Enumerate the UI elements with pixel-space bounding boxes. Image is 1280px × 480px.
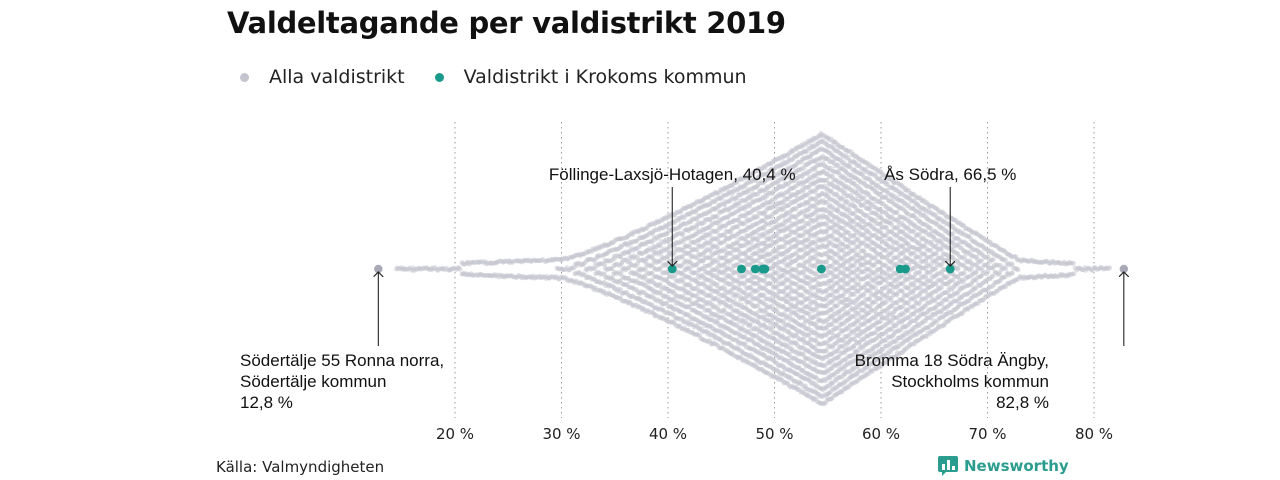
- district-point: [762, 233, 767, 239]
- district-point: [457, 266, 463, 272]
- district-point: [715, 213, 720, 219]
- legend-label-krokom: Valdistrikt i Krokoms kommun: [463, 66, 747, 88]
- district-point: [672, 273, 678, 279]
- district-point: [618, 287, 624, 293]
- district-point: [722, 262, 728, 268]
- district-point: [755, 214, 760, 220]
- legend-item-all: Alla valdistrikt: [240, 66, 405, 88]
- district-point: [707, 232, 713, 238]
- district-point: [708, 255, 714, 261]
- district-point: [755, 288, 760, 293]
- district-point: [649, 270, 655, 276]
- district-point: [700, 297, 706, 303]
- district-point: [747, 322, 753, 328]
- district-point: [694, 285, 700, 290]
- district-point: [694, 293, 700, 298]
- district-point: [774, 278, 780, 283]
- district-point: [769, 303, 774, 309]
- district-point: [768, 281, 774, 287]
- district-point: [714, 228, 720, 234]
- district-point: [728, 251, 734, 257]
- district-point: [729, 281, 735, 287]
- district-point: [635, 254, 640, 260]
- legend-item-krokom: Valdistrikt i Krokoms kommun: [434, 66, 747, 88]
- district-point: [775, 270, 780, 276]
- district-point: [642, 273, 648, 279]
- district-point: [755, 303, 761, 309]
- district-point: [714, 281, 720, 287]
- district-point: [680, 277, 686, 283]
- legend-dot-all: [240, 72, 249, 82]
- legend: Alla valdistrikt Valdistrikt i Krokoms k…: [240, 66, 777, 88]
- district-point: [715, 244, 720, 250]
- district-point: [680, 254, 685, 260]
- legend-label-all: Alla valdistrikt: [269, 66, 405, 88]
- legend-dot-krokom: [434, 72, 444, 82]
- district-point: [626, 265, 632, 271]
- district-point: [762, 278, 767, 283]
- chart-title: Valdeltagande per valdistrikt 2019: [227, 6, 786, 40]
